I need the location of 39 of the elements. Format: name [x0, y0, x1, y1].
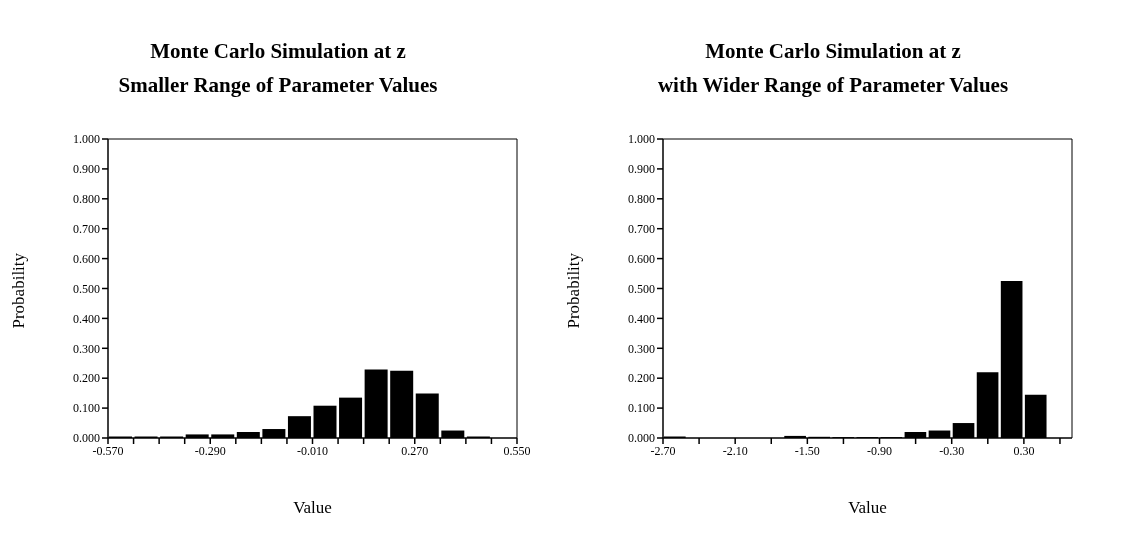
x-tick-label: 0.550: [503, 443, 531, 458]
x-tick-label: -2.10: [722, 443, 748, 458]
y-tick-label: 0.800: [628, 192, 655, 207]
y-tick-label: 0.900: [73, 162, 100, 177]
y-tick-label: 0.300: [73, 341, 100, 356]
x-axis-title: Value: [293, 498, 332, 517]
y-tick-label: 0.100: [73, 401, 100, 416]
x-axis-title: Value: [848, 498, 887, 517]
y-tick-label: 0.400: [73, 311, 100, 326]
y-axis-title: Probability: [564, 252, 584, 329]
y-axis-title: Probability: [9, 252, 29, 329]
y-tick-label: 0.500: [628, 281, 655, 296]
x-tick-label: -0.570: [92, 443, 124, 458]
x-tick-label: -2.70: [650, 443, 676, 458]
y-tick-label: 0.600: [73, 251, 100, 266]
x-tick-label: -0.290: [194, 443, 226, 458]
y-tick-label: 1.000: [73, 132, 100, 147]
x-tick-label: -1.50: [794, 443, 820, 458]
y-tick-label: 0.900: [628, 162, 655, 177]
y-tick-label: 0.600: [628, 251, 655, 266]
x-tick-label: -0.010: [297, 443, 328, 458]
x-tick-label: -0.30: [939, 443, 965, 458]
x-tick-label: 0.30: [1013, 443, 1035, 458]
y-tick-label: 0.000: [73, 431, 100, 446]
y-tick-label: 0.400: [628, 311, 655, 326]
x-tick-label: -0.90: [867, 443, 893, 458]
chart-title: Monte Carlo Simulation at z with Wider Range of Parameter Values: [657, 38, 1009, 99]
y-tick-label: 0.300: [628, 341, 655, 356]
y-tick-label: 0.200: [73, 371, 100, 386]
y-tick-label: 0.100: [628, 401, 655, 416]
x-tick-label: 0.270: [401, 443, 429, 458]
y-tick-label: 0.700: [628, 221, 655, 236]
y-tick-label: 0.700: [73, 221, 100, 236]
y-tick-label: 1.000: [628, 132, 655, 147]
y-tick-label: 0.800: [73, 192, 100, 207]
y-tick-label: 0.200: [628, 371, 655, 386]
y-tick-label: 0.500: [73, 281, 100, 296]
chart-title: Monte Carlo Simulation at z Smaller Range of Parameter Values: [118, 38, 438, 99]
y-tick-label: 0.000: [628, 431, 655, 446]
